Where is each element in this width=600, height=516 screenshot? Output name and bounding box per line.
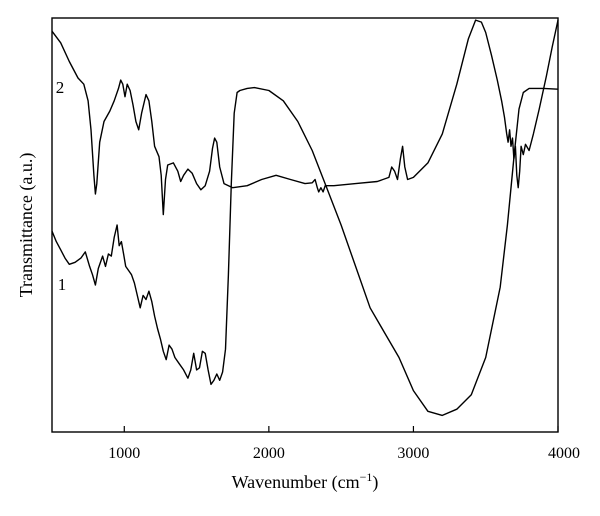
x-tick-label-2000: 2000 — [253, 445, 285, 462]
series-group: 21 — [51, 19, 559, 417]
x-axis-label: Wavenumber (cm−1) — [232, 470, 379, 493]
labels-group: Wavenumber (cm−1) Transmittance (a.u.) — [16, 153, 378, 493]
plot-frame — [51, 17, 559, 433]
series-line-1 — [51, 86, 559, 417]
x-tick-label-4000: 4000 — [548, 445, 580, 462]
x-tick-label-3000: 3000 — [397, 445, 429, 462]
series-line-2 — [51, 19, 559, 216]
series-label-1: 1 — [58, 275, 67, 294]
series-label-2: 2 — [56, 78, 65, 97]
x-ticks: 1000 2000 3000 4000 — [108, 426, 580, 462]
y-axis-label: Transmittance (a.u.) — [16, 153, 37, 298]
x-tick-label-1000: 1000 — [108, 445, 140, 462]
